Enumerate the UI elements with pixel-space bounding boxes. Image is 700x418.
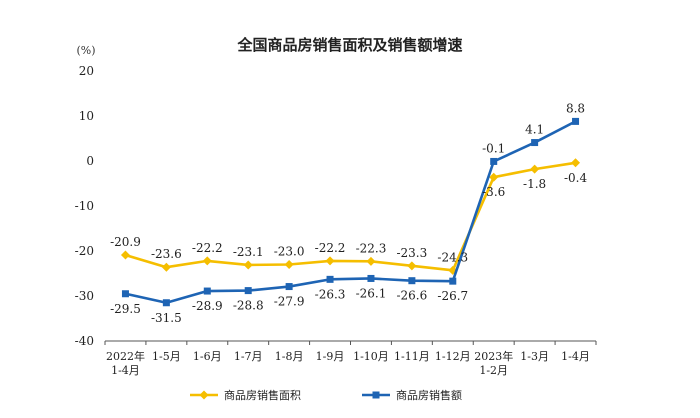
data-point-marker (202, 256, 212, 266)
data-label: -28.9 (192, 299, 223, 313)
data-label: -28.8 (233, 299, 264, 313)
data-point-marker (120, 250, 130, 260)
chart-title: 全国商品房销售面积及销售额增速 (237, 36, 463, 54)
y-tick-label: -10 (75, 199, 94, 213)
data-label: -0.1 (482, 141, 505, 155)
data-label: -26.3 (315, 287, 346, 301)
y-axis-unit-label: (%) (76, 44, 95, 57)
data-label: -23.0 (274, 245, 305, 259)
x-tick-label: 2022年 1-4月 (106, 349, 145, 377)
data-point-marker (366, 256, 376, 266)
data-label: -23.6 (151, 247, 182, 261)
data-point-marker (325, 256, 335, 266)
data-label: -23.1 (233, 245, 264, 259)
data-label: -26.6 (396, 289, 427, 303)
data-label: -1.8 (523, 177, 546, 191)
data-label: -31.5 (151, 311, 182, 325)
data-label: -0.4 (564, 171, 588, 185)
data-label: -22.2 (192, 241, 223, 255)
data-point-marker (367, 274, 375, 282)
data-point-marker (408, 277, 416, 285)
data-label: -22.3 (356, 241, 387, 255)
data-point-marker (326, 275, 334, 283)
data-point-marker (162, 299, 170, 307)
x-tick-label: 1-11月 (394, 350, 430, 363)
data-label: -27.9 (274, 295, 305, 309)
data-point-marker (530, 164, 540, 174)
data-point-marker (531, 139, 539, 147)
data-label: 4.1 (525, 123, 544, 137)
data-point-marker (203, 287, 211, 295)
y-tick-label: 20 (79, 64, 94, 78)
data-label: 8.8 (566, 101, 585, 115)
x-tick-label: 1-12月 (435, 350, 471, 363)
x-tick-label: 1-5月 (152, 350, 181, 363)
legend-item-2: 商品房销售额 (362, 388, 462, 402)
x-tick-label: 1-8月 (275, 350, 304, 363)
data-point-marker (285, 283, 293, 291)
data-point-marker (407, 261, 417, 271)
data-label: -20.9 (110, 235, 141, 249)
data-point-marker (161, 262, 171, 272)
data-point-marker (571, 158, 581, 168)
data-label: -26.1 (356, 286, 387, 300)
x-tick-label: 1-4月 (561, 350, 590, 363)
legend-marker (199, 390, 209, 400)
x-tick-label: 1-9月 (316, 350, 345, 363)
x-tick-label: 2023年 1-2月 (474, 349, 513, 377)
y-tick-label: -40 (75, 334, 94, 348)
data-point-marker (244, 287, 252, 295)
x-tick-label: 1-7月 (234, 350, 263, 363)
y-tick-label: 10 (79, 109, 94, 123)
data-label: -29.5 (110, 302, 141, 316)
legend-label: 商品房销售额 (396, 388, 462, 402)
data-point-marker (572, 117, 580, 125)
data-label: -26.7 (437, 289, 468, 303)
legend-label: 商品房销售面积 (224, 388, 301, 402)
x-tick-label: 1-3月 (520, 350, 549, 363)
y-tick-label: -30 (75, 289, 94, 303)
data-point-marker (121, 290, 129, 298)
data-point-marker (490, 157, 498, 165)
legend-item-1: 商品房销售面积 (190, 388, 301, 402)
x-tick-label: 1-6月 (193, 350, 222, 363)
legend-marker (372, 391, 380, 399)
series-line-1 (125, 161, 576, 272)
series-line-2 (125, 120, 577, 305)
data-point-marker (284, 260, 294, 269)
y-tick-label: -20 (75, 244, 94, 258)
data-point-marker (449, 277, 457, 285)
data-label: -23.3 (396, 246, 427, 260)
data-label: -3.6 (482, 185, 505, 199)
x-tick-label: 1-10月 (353, 350, 389, 363)
data-point-marker (243, 260, 253, 270)
data-label: -22.2 (315, 241, 346, 255)
data-point-marker (489, 172, 499, 182)
y-tick-label: 0 (86, 154, 94, 168)
data-label: -24.3 (437, 250, 468, 264)
